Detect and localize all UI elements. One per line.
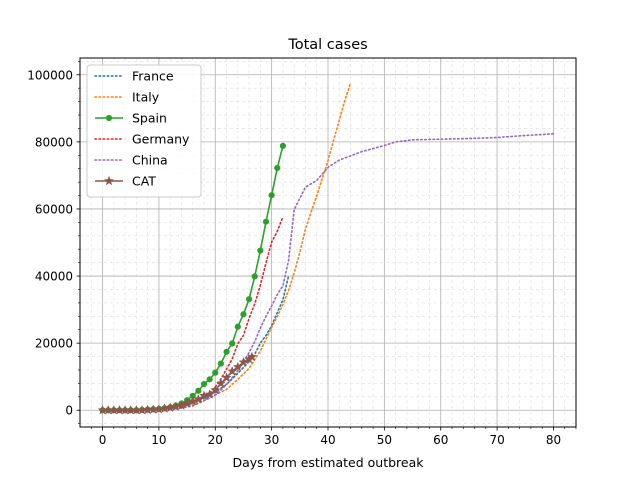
legend: France Italy Spain Germany China CAT [86, 64, 202, 198]
series-line [101, 133, 555, 412]
data-point [240, 311, 247, 318]
legend-label: CAT [132, 174, 156, 189]
y-tick-label: 0 [65, 404, 73, 418]
legend-entry-spain: Spain [95, 111, 167, 126]
data-point [257, 247, 264, 254]
data-point [245, 296, 253, 303]
data-point [206, 376, 213, 383]
series-cat [97, 351, 257, 415]
legend-entry-cat: CAT [95, 174, 156, 189]
y-tick-label: 40000 [35, 270, 73, 284]
legend-label: China [132, 153, 168, 168]
x-axis-label: Days from estimated outbreak [232, 455, 424, 470]
x-tick-label: 30 [264, 433, 279, 447]
data-point [279, 142, 287, 149]
data-point [187, 395, 198, 406]
data-point [103, 175, 115, 186]
data-point [262, 218, 270, 225]
y-tick-label: 100000 [27, 68, 73, 82]
data-point [195, 387, 202, 394]
x-axis: 0 10 20 30 40 50 60 70 80 [90, 427, 577, 447]
data-point [268, 192, 275, 199]
x-tick-label: 70 [489, 433, 504, 447]
y-tick-label: 20000 [35, 337, 73, 351]
series-layer [97, 82, 555, 415]
data-point [246, 351, 257, 362]
data-point [217, 360, 225, 367]
data-point [210, 384, 221, 395]
x-tick-label: 80 [546, 433, 561, 447]
data-point [105, 114, 113, 122]
x-tick-label: 50 [377, 433, 392, 447]
data-point [251, 273, 258, 280]
y-tick-label: 80000 [35, 135, 73, 149]
x-tick-label: 60 [433, 433, 448, 447]
y-axis: 0 20000 40000 60000 80000 100000 [27, 61, 80, 424]
x-tick-label: 0 [99, 433, 107, 447]
legend-label: Germany [132, 132, 190, 147]
data-point [229, 340, 236, 347]
data-point [176, 400, 187, 410]
legend-label: Italy [132, 90, 160, 105]
data-point [234, 323, 241, 330]
data-point [200, 380, 208, 388]
legend-label: France [132, 69, 174, 84]
x-tick-label: 10 [151, 433, 166, 447]
data-point [274, 164, 281, 172]
legend-label: Spain [132, 111, 167, 126]
legend-entry-china: China [94, 153, 168, 168]
data-point [182, 398, 193, 408]
x-tick-label: 20 [208, 433, 223, 447]
data-point [221, 372, 232, 382]
y-tick-label: 60000 [35, 202, 73, 216]
data-point [212, 369, 219, 376]
legend-entry-italy: Italy [94, 90, 160, 105]
data-point [223, 348, 230, 355]
data-point [215, 378, 226, 388]
legend-entry-france: France [94, 69, 174, 84]
legend-entry-germany: Germany [94, 132, 190, 147]
x-tick-label: 40 [320, 433, 335, 447]
series-china [101, 133, 555, 412]
chart-title: Total cases [287, 37, 367, 53]
legend-box [86, 64, 202, 198]
